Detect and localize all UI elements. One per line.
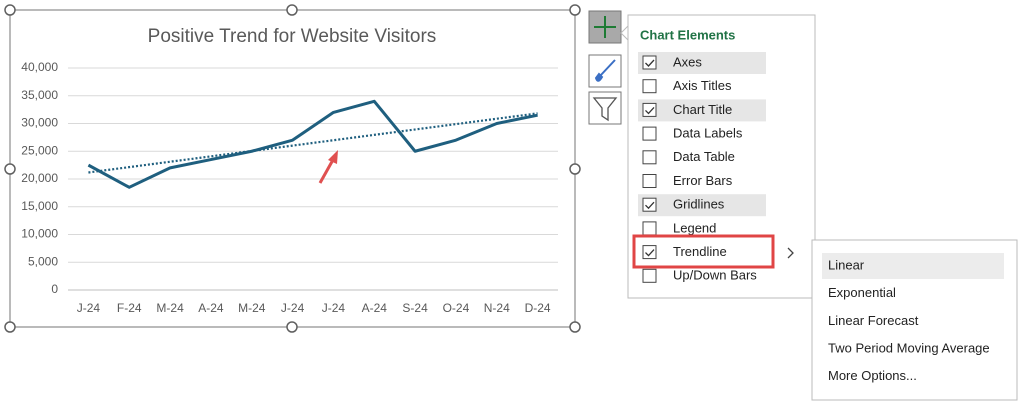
x-tick-label: M-24 [156,301,184,315]
item-highlight [638,194,766,217]
panel-pointer [620,25,629,41]
y-tick-label: 5,000 [28,254,58,268]
x-tick-label: S-24 [402,301,428,315]
checkbox[interactable] [642,79,657,94]
menu-item[interactable]: Linear [828,257,865,272]
checkbox[interactable] [642,174,657,188]
menu-item[interactable]: More Options... [828,368,917,383]
checkmark [645,106,655,115]
plus-icon [594,16,616,38]
checkbox[interactable] [642,221,657,236]
x-tick-label: J-24 [77,301,101,315]
y-tick-label: 30,000 [21,116,58,130]
item-highlight [638,99,766,122]
item-label[interactable]: Legend [673,220,716,235]
annotation-arrow-head [328,150,338,164]
x-tick-label: A-24 [362,301,388,315]
x-tick-label: F-24 [117,301,142,315]
item-label[interactable]: Up/Down Bars [673,268,757,283]
checkbox[interactable] [642,102,657,117]
y-tick-label: 40,000 [21,60,58,74]
item-label[interactable]: Chart Title [673,102,732,117]
y-tick-label: 0 [51,282,58,296]
resize-handles[interactable] [4,4,581,333]
x-tick-label: J-24 [281,301,305,315]
item-label[interactable]: Data Labels [673,126,743,141]
x-tick-label: D-24 [525,301,551,315]
y-tick-label: 25,000 [21,143,58,157]
item-highlight [638,52,766,74]
item-label[interactable]: Axes [673,54,702,69]
checkbox[interactable] [642,150,657,165]
chart-filters-button[interactable] [588,91,622,125]
x-tick-label: A-24 [198,301,224,315]
annotation-arrow [318,157,336,184]
menu-highlight [822,253,1004,279]
checkbox[interactable] [642,126,657,141]
checkmark [645,201,655,210]
checkbox[interactable] [642,197,657,212]
x-tick-label: O-24 [443,301,470,315]
trendline [88,112,538,174]
item-label[interactable]: Error Bars [673,173,733,188]
menu-item[interactable]: Exponential [828,285,896,300]
panel-title: Chart Elements [640,27,735,42]
chart-title: Positive Trend for Website Visitors [148,26,437,47]
item-label[interactable]: Trendline [673,244,727,259]
y-tick-label: 20,000 [21,171,58,185]
checkbox[interactable] [642,55,657,70]
chart-styles-button[interactable] [588,54,622,88]
x-tick-label: N-24 [484,301,510,315]
item-label[interactable]: Gridlines [673,197,725,212]
chart-area[interactable] [9,9,576,328]
x-tick-label: M-24 [238,301,266,315]
checkmark [645,59,655,67]
checkbox[interactable] [642,268,657,283]
menu-item[interactable]: Linear Forecast [828,313,919,328]
item-label[interactable]: Axis Titles [673,78,732,93]
x-tick-label: J-24 [322,301,346,315]
checkbox[interactable] [642,245,657,260]
y-tick-label: 15,000 [21,199,58,213]
highlight-box [632,234,775,269]
checkmark [645,249,655,257]
menu-item[interactable]: Two Period Moving Average [828,341,990,356]
y-tick-label: 10,000 [21,227,58,241]
brush-icon [594,59,616,82]
filter-icon [592,97,618,122]
item-label[interactable]: Data Table [673,149,735,164]
submenu-arrow[interactable] [787,247,794,259]
y-tick-label: 35,000 [21,88,58,102]
data-line [87,99,538,189]
